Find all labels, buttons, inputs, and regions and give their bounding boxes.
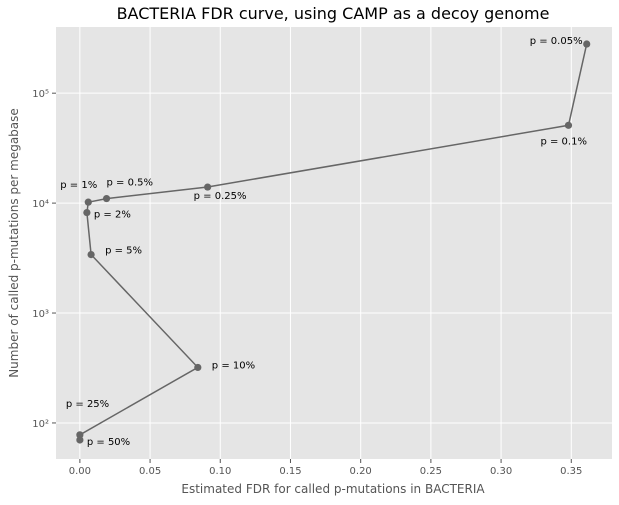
point-label: p = 50% — [87, 437, 130, 448]
data-point — [102, 194, 111, 203]
data-point — [83, 208, 91, 217]
x-tick-label: 0.15 — [279, 466, 301, 477]
data-point — [84, 198, 92, 206]
data-point — [583, 40, 591, 48]
chart-title: BACTERIA FDR curve, using CAMP as a deco… — [117, 4, 550, 23]
y-tick-label: 10³ — [32, 309, 49, 320]
y-tick-label: 10⁴ — [32, 199, 49, 210]
point-label: p = 0.25% — [194, 191, 247, 202]
x-axis-label: Estimated FDR for called p-mutations in … — [181, 482, 485, 496]
x-tick-label: 0.30 — [490, 466, 512, 477]
x-tick-label: 0.05 — [139, 466, 161, 477]
x-tick-label: 0.25 — [420, 466, 442, 477]
data-point — [204, 183, 212, 191]
point-label: p = 10% — [212, 360, 255, 371]
data-point — [194, 363, 202, 372]
y-tick-label: 10² — [32, 419, 49, 430]
point-label: p = 0.1% — [540, 136, 587, 147]
point-label: p = 2% — [94, 210, 131, 221]
point-label: p = 25% — [66, 399, 109, 410]
y-axis-label: Number of called p-mutations per megabas… — [7, 108, 21, 378]
point-label: p = 5% — [105, 246, 142, 257]
gridlines — [56, 27, 612, 459]
x-tick-label: 0.35 — [560, 466, 582, 477]
x-tick-label: 0.00 — [69, 466, 91, 477]
point-labels: p = 0.05% p = 0.1% p = 0.25% p = 0.5% p = 1%… — [60, 36, 587, 448]
x-axis-ticks: 0.00 0.05 0.10 0.15 0.20 0.25 0.30 0.35 — [69, 459, 582, 477]
plot-area — [56, 27, 612, 459]
data-point — [87, 251, 95, 259]
data-point — [76, 436, 84, 444]
y-axis-ticks: 10² 10³ 10⁴ 10⁵ — [32, 89, 56, 430]
data-point — [564, 121, 573, 129]
fdr-curve-line — [79, 43, 588, 440]
y-tick-label: 10⁵ — [32, 89, 49, 100]
x-tick-label: 0.20 — [350, 466, 372, 477]
data-point — [76, 431, 84, 439]
data-points — [76, 40, 591, 444]
point-label: p = 0.05% — [530, 36, 583, 47]
point-label: p = 0.5% — [107, 178, 154, 189]
point-label: p = 1% — [60, 180, 97, 191]
x-tick-label: 0.10 — [209, 466, 231, 477]
